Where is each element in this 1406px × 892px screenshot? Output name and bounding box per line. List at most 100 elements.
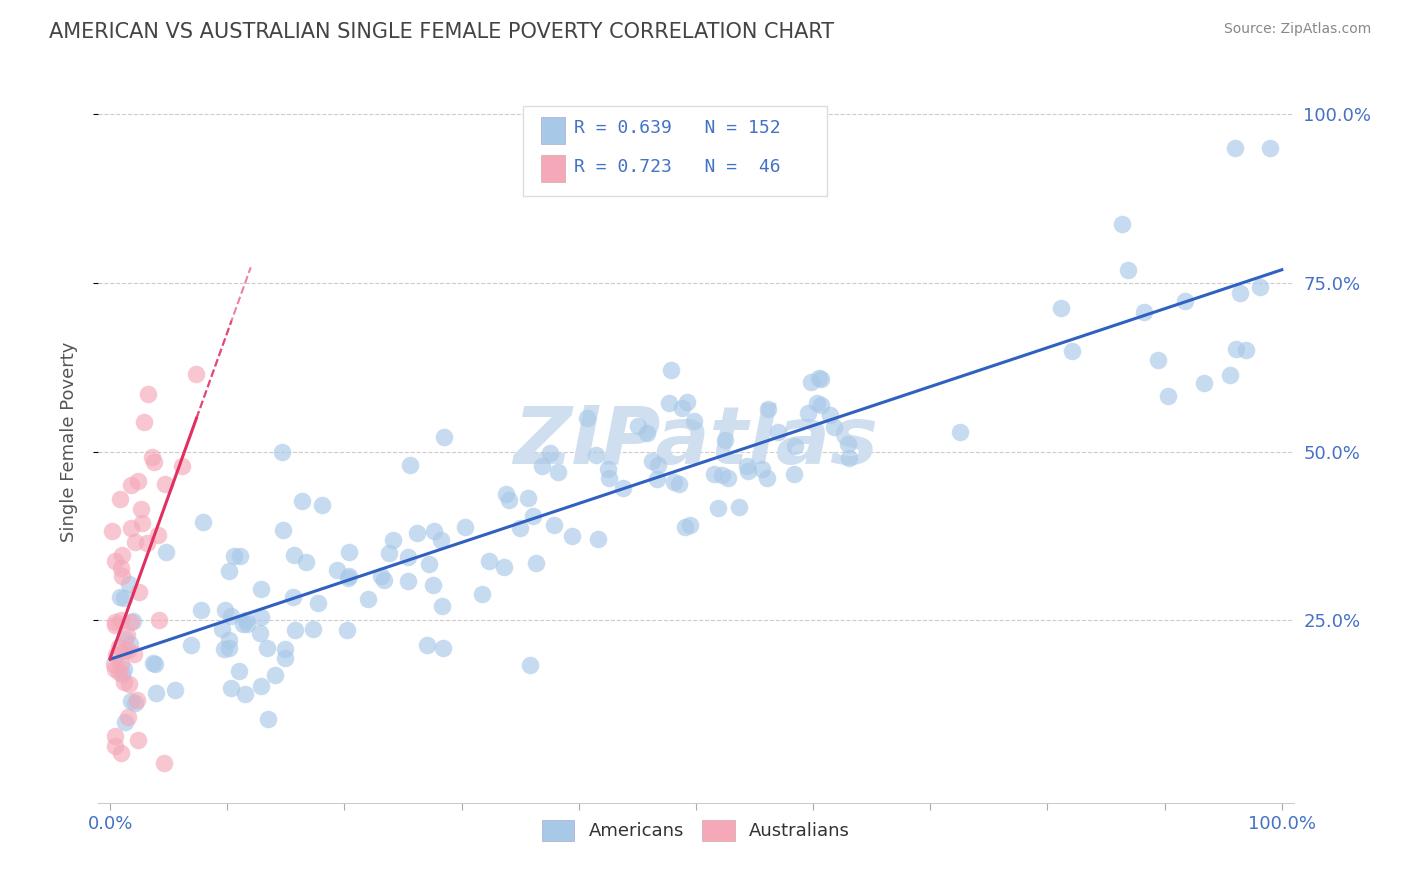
Point	[120, 521, 142, 535]
Point	[104, 615, 127, 629]
Point	[662, 475, 685, 490]
Point	[120, 694, 142, 708]
Point	[432, 641, 454, 656]
Point	[112, 644, 135, 658]
Point	[311, 498, 333, 512]
Point	[114, 632, 136, 646]
Point	[120, 615, 142, 629]
Point	[758, 402, 780, 417]
Text: R = 0.639   N = 152: R = 0.639 N = 152	[574, 120, 780, 137]
Point	[530, 459, 553, 474]
Point	[120, 478, 142, 492]
Point	[703, 467, 725, 481]
Point	[645, 471, 668, 485]
Point	[806, 396, 828, 410]
Point	[714, 434, 737, 448]
Point	[432, 430, 454, 444]
Point	[416, 639, 439, 653]
Point	[423, 524, 446, 538]
Point	[118, 637, 141, 651]
Point	[370, 568, 392, 582]
Point	[783, 439, 806, 453]
Point	[143, 455, 166, 469]
Point	[1133, 305, 1156, 319]
Point	[264, 668, 287, 682]
Point	[818, 408, 841, 422]
Point	[357, 591, 380, 606]
Point	[671, 401, 693, 415]
Point	[110, 561, 132, 575]
Point	[728, 500, 751, 515]
Point	[233, 687, 256, 701]
Point	[131, 516, 153, 531]
Bar	[541, 155, 565, 182]
Point	[339, 545, 361, 559]
Point	[336, 571, 359, 585]
Point	[588, 532, 610, 546]
Point	[1219, 368, 1241, 382]
Point	[104, 617, 127, 632]
Point	[673, 520, 696, 534]
Point	[114, 714, 136, 729]
Point	[1157, 389, 1180, 403]
Point	[222, 549, 245, 563]
Point	[478, 554, 501, 568]
Point	[422, 577, 444, 591]
Point	[256, 641, 278, 656]
Point	[302, 623, 325, 637]
Point	[1111, 217, 1133, 231]
Point	[517, 491, 540, 505]
Point	[143, 657, 166, 672]
Point	[519, 658, 541, 673]
Point	[211, 622, 233, 636]
Point	[250, 582, 273, 596]
Point	[232, 616, 254, 631]
Point	[122, 614, 145, 628]
Point	[378, 546, 401, 560]
Point	[249, 610, 271, 624]
Point	[543, 517, 565, 532]
Point	[117, 677, 139, 691]
Point	[1173, 293, 1195, 308]
Point	[509, 521, 531, 535]
Point	[155, 476, 177, 491]
Point	[495, 487, 517, 501]
Point	[274, 641, 297, 656]
Point	[270, 445, 292, 459]
Point	[190, 602, 212, 616]
Point	[406, 525, 429, 540]
Point	[398, 458, 420, 473]
Point	[104, 662, 127, 676]
Point	[1060, 344, 1083, 359]
Point	[271, 523, 294, 537]
Point	[522, 509, 544, 524]
Point	[104, 739, 127, 753]
Point	[636, 426, 658, 441]
Point	[659, 363, 682, 377]
Point	[641, 453, 664, 467]
Point	[228, 549, 250, 563]
Point	[291, 494, 314, 508]
Text: R = 0.723   N =  46: R = 0.723 N = 46	[574, 158, 780, 176]
Point	[108, 590, 131, 604]
Point	[104, 648, 127, 663]
Point	[627, 419, 650, 434]
Point	[125, 692, 148, 706]
Point	[800, 375, 823, 389]
Point	[108, 491, 131, 506]
Point	[766, 425, 789, 439]
Point	[110, 657, 132, 671]
Point	[112, 591, 135, 605]
Point	[1225, 342, 1247, 356]
Point	[326, 563, 349, 577]
Point	[127, 475, 149, 489]
Point	[186, 367, 208, 381]
Point	[218, 564, 240, 578]
Point	[432, 599, 454, 613]
Point	[711, 468, 734, 483]
Point	[218, 640, 240, 655]
Point	[129, 502, 152, 516]
Point	[284, 623, 307, 637]
Point	[221, 681, 243, 695]
Point	[142, 657, 165, 671]
